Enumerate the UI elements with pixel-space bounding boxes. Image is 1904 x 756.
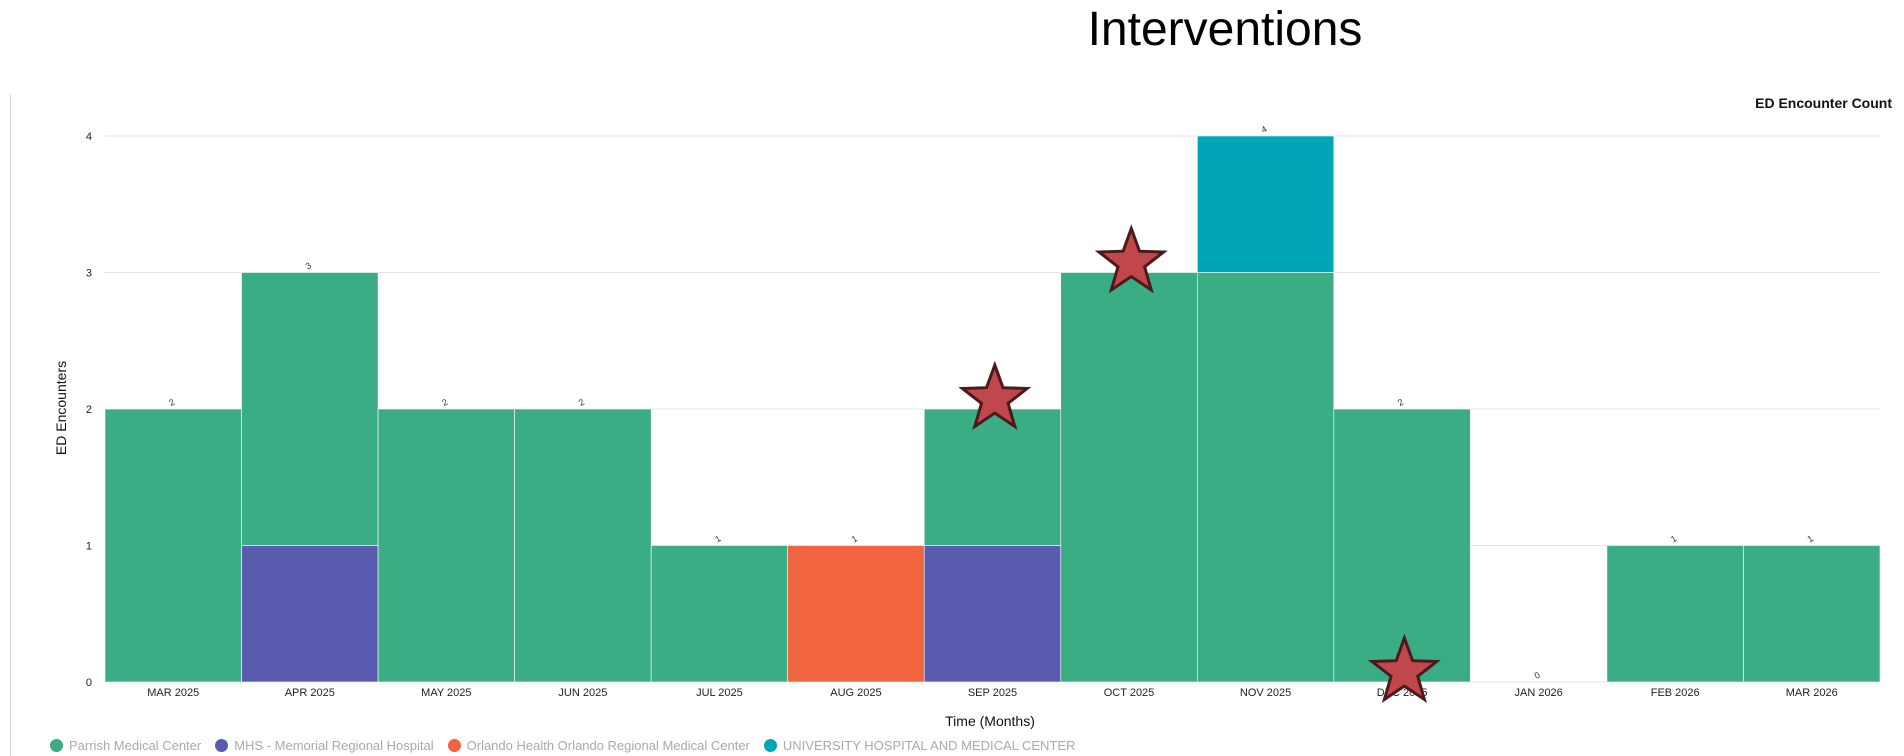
data-label: 1 xyxy=(1669,533,1678,544)
x-tick-label: APR 2025 xyxy=(285,687,335,699)
x-tick-label: MAR 2026 xyxy=(1786,687,1838,699)
data-label: 4 xyxy=(1259,124,1268,135)
bar-segment xyxy=(1060,272,1198,683)
data-label: 2 xyxy=(1396,397,1405,408)
y-tick-label: 0 xyxy=(86,677,92,689)
bar-segment xyxy=(923,408,1062,546)
bar-segment xyxy=(1743,545,1881,683)
y-axis-title: ED Encounters xyxy=(53,361,69,455)
x-tick-label: SEP 2025 xyxy=(968,687,1017,699)
chart-frame xyxy=(10,94,1904,756)
data-label: 3 xyxy=(304,260,313,271)
bar-segment xyxy=(1197,272,1335,683)
legend-label: Orlando Health Orlando Regional Medical … xyxy=(466,738,750,753)
chart-title: ED Encounter Count xyxy=(1755,95,1892,111)
bars xyxy=(104,135,1881,683)
x-tick-label: JUL 2025 xyxy=(696,687,743,699)
bar-segment xyxy=(1197,135,1335,273)
bar-segment xyxy=(241,545,379,683)
legend-item[interactable]: MHS - Memorial Regional Hospital xyxy=(215,738,434,753)
legend-swatch xyxy=(447,739,461,752)
x-tick-label: AUG 2025 xyxy=(830,687,881,699)
bar-segment xyxy=(1333,408,1471,683)
data-label: 1 xyxy=(1806,533,1815,544)
page-title: Interventions xyxy=(1087,3,1363,56)
y-tick-label: 2 xyxy=(86,404,92,416)
x-tick-label: MAR 2025 xyxy=(147,687,199,699)
x-tick-label: JUN 2025 xyxy=(558,687,607,699)
x-tick-label: FEB 2026 xyxy=(1651,687,1700,699)
legend-item[interactable]: UNIVERSITY HOSPITAL AND MEDICAL CENTER xyxy=(763,738,1076,753)
bar-segment xyxy=(787,545,925,683)
data-label: 2 xyxy=(577,397,586,408)
legend-label: MHS - Memorial Regional Hospital xyxy=(234,738,434,753)
intervention-markers xyxy=(958,224,1441,704)
legend-label: Parrish Medical Center xyxy=(69,738,202,753)
y-tick-label: 3 xyxy=(86,268,92,280)
bar-segment xyxy=(923,545,1062,683)
bar-segment xyxy=(241,272,379,546)
x-tick-label: OCT 2025 xyxy=(1104,687,1155,699)
intervention-star-icon xyxy=(958,360,1032,431)
data-label: 1 xyxy=(850,533,859,544)
legend-swatch xyxy=(763,739,777,752)
legend: Parrish Medical Center MHS - Memorial Reg… xyxy=(50,738,1075,753)
x-tick-label: MAY 2025 xyxy=(421,687,471,699)
x-tick-label: JAN 2026 xyxy=(1514,687,1562,699)
data-label: 1 xyxy=(713,533,722,544)
intervention-star-icon xyxy=(1367,633,1441,704)
legend-swatch xyxy=(215,739,229,752)
bar-segment xyxy=(1606,545,1744,683)
legend-swatch xyxy=(50,739,63,752)
legend-label: UNIVERSITY HOSPITAL AND MEDICAL CENTER xyxy=(782,738,1076,753)
legend-item[interactable]: Orlando Health Orlando Regional Medical … xyxy=(447,738,750,753)
intervention-star-icon xyxy=(1094,224,1168,294)
data-label: 2 xyxy=(167,397,176,408)
x-axis-title: Time (Months) xyxy=(945,713,1035,729)
y-axis-ticks: 0 1 2 3 4 xyxy=(86,131,92,689)
bar-segment xyxy=(650,545,788,683)
data-label: 2 xyxy=(440,397,449,408)
legend-item[interactable]: Parrish Medical Center xyxy=(50,738,201,753)
bar-segment xyxy=(377,408,515,683)
x-axis-ticks: MAR 2025 APR 2025 MAY 2025 JUN 2025 JUL 2025… xyxy=(147,687,1837,699)
y-tick-label: 4 xyxy=(86,131,92,143)
y-tick-label: 1 xyxy=(86,541,92,553)
x-tick-label: NOV 2025 xyxy=(1240,687,1291,699)
bar-segment xyxy=(104,408,242,683)
bar-segment xyxy=(514,408,652,683)
data-label: 0 xyxy=(1532,670,1541,681)
